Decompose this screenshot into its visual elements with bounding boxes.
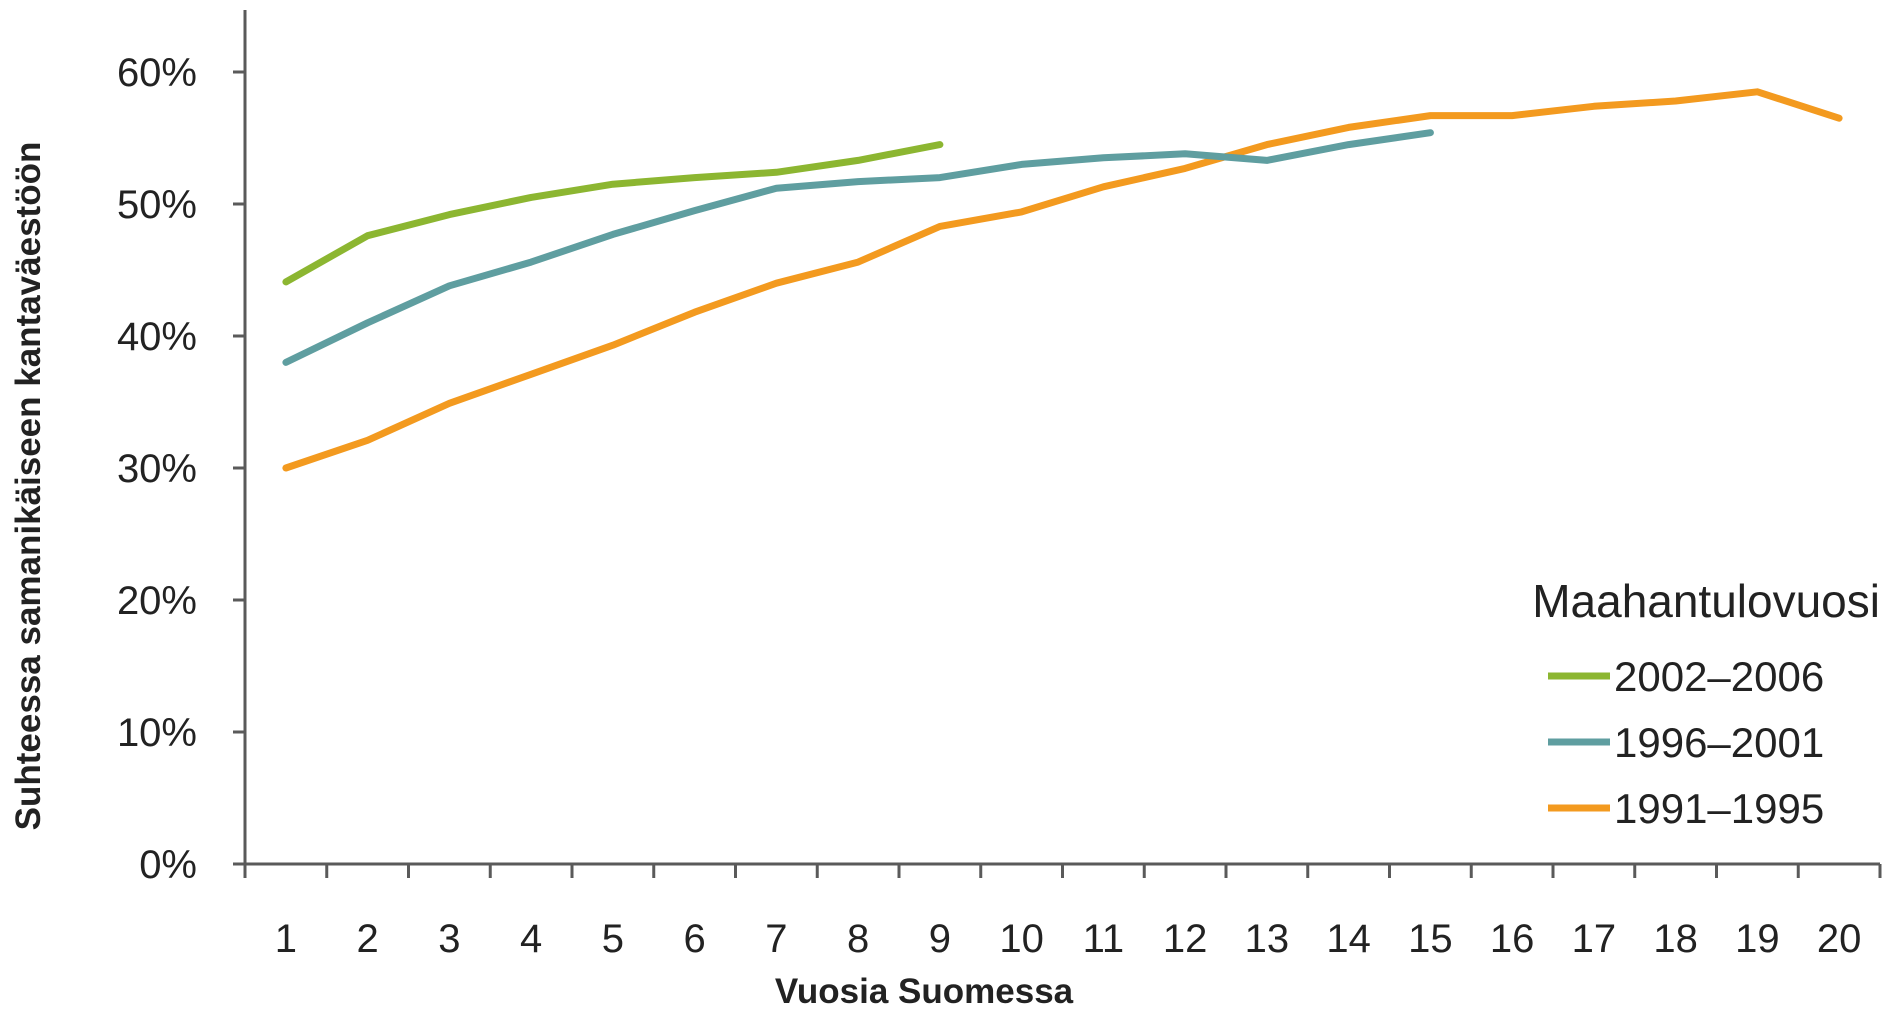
x-axis-title: Vuosia Suomessa — [775, 972, 1074, 1011]
x-axis: 1 2 3 4 5 6 7 8 9 10 11 12 13 14 15 16 17 18 19 20 — [243, 862, 1882, 961]
x-tick-label: 9 — [929, 917, 951, 961]
x-tick-label: 1 — [275, 917, 297, 961]
series-line — [282, 129, 1434, 366]
x-tick-label: 18 — [1653, 917, 1698, 961]
y-tick-label: 40% — [117, 315, 197, 359]
legend-title: Maahantulovuosi — [1532, 575, 1880, 627]
x-tick-label: 8 — [847, 917, 869, 961]
x-tick-label: 17 — [1572, 917, 1617, 961]
x-tick-label: 7 — [765, 917, 787, 961]
y-axis-title: Suhteessa samanikäiseen kantaväestöön — [9, 142, 48, 831]
legend-item: 2002–2006 — [1548, 653, 1824, 700]
x-tick-label: 13 — [1245, 917, 1290, 961]
legend-item: 1991–1995 — [1548, 785, 1824, 832]
y-tick-label: 60% — [117, 51, 197, 95]
y-tick-label: 20% — [117, 579, 197, 623]
y-tick-label: 30% — [117, 447, 197, 491]
x-tick-label: 5 — [602, 917, 624, 961]
x-tick-label: 11 — [1083, 917, 1125, 961]
series-lines — [282, 88, 1843, 472]
y-tick-label: 50% — [117, 183, 197, 227]
y-axis: 0% 10% 20% 30% 40% 50% 60% — [117, 10, 247, 887]
x-tick-label: 19 — [1735, 917, 1780, 961]
x-tick-label: 3 — [438, 917, 460, 961]
legend-item: 1996–2001 — [1548, 719, 1824, 766]
legend: Maahantulovuosi 2002–2006 1996–2001 1991–1… — [1532, 575, 1880, 832]
x-tick-label: 4 — [520, 917, 542, 961]
y-tick-label: 0% — [139, 843, 197, 887]
x-tick-label: 2 — [357, 917, 379, 961]
legend-label: 1996–2001 — [1614, 719, 1824, 766]
y-tick-label: 10% — [117, 711, 197, 755]
x-tick-label: 10 — [999, 917, 1044, 961]
legend-items: 2002–2006 1996–2001 1991–1995 — [1548, 653, 1824, 832]
x-tick-label: 12 — [1163, 917, 1208, 961]
x-tick-label: 14 — [1326, 917, 1371, 961]
series-line — [282, 88, 1843, 472]
x-tick-label: 6 — [684, 917, 706, 961]
x-tick-label: 16 — [1490, 917, 1535, 961]
legend-label: 1991–1995 — [1614, 785, 1824, 832]
legend-label: 2002–2006 — [1614, 653, 1824, 700]
x-tick-label: 20 — [1817, 917, 1862, 961]
series-line — [282, 141, 944, 286]
x-tick-label: 15 — [1408, 917, 1453, 961]
